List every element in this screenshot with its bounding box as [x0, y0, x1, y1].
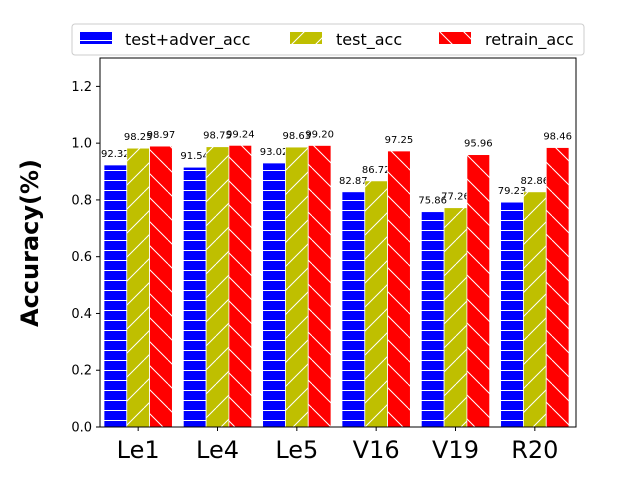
legend-swatch-hatch	[290, 32, 322, 44]
data-label-retrain-acc: 99.24	[226, 129, 255, 140]
data-label-test-adver-acc: 91.54	[180, 151, 209, 162]
bar-hatch-retrain-acc	[228, 145, 252, 427]
bar-hatch-test-acc	[285, 147, 309, 427]
plot-background	[100, 58, 576, 427]
bar-hatch-retrain-acc	[387, 150, 411, 428]
data-label-retrain-acc: 98.97	[147, 130, 176, 141]
x-tick-label: R20	[511, 436, 558, 464]
legend-label-test-adver-acc: test+adver_acc	[125, 30, 250, 50]
bar-hatch-test-acc	[444, 207, 467, 427]
legend-item-retrain-acc: retrain_acc	[439, 30, 574, 50]
bar-hatch-retrain-acc	[149, 146, 173, 428]
bar-hatch-test-adver-acc	[500, 202, 524, 427]
data-label-test-acc: 98.75	[203, 131, 232, 142]
data-label-test-adver-acc: 79.23	[498, 186, 527, 197]
data-label-test-acc: 82.86	[521, 176, 550, 187]
x-tick-label: Le1	[117, 436, 160, 464]
data-label-retrain-acc: 98.46	[543, 132, 572, 143]
bar-hatch-retrain-acc	[546, 147, 570, 427]
bar-hatch-retrain-acc	[466, 154, 490, 428]
y-tick-label: 0.6	[71, 250, 92, 265]
bar-hatch-test-adver-acc	[341, 191, 365, 427]
data-label-test-adver-acc: 75.86	[418, 196, 447, 207]
y-tick-label: 0.8	[71, 193, 92, 208]
data-label-test-acc: 77.26	[441, 192, 470, 203]
bar-hatch-test-acc	[523, 191, 547, 427]
x-tick-label: Le4	[196, 436, 239, 464]
y-tick-label: 1.0	[71, 137, 92, 152]
bar-hatch-retrain-acc	[308, 145, 332, 427]
legend: test+adver_acc test_acc retrain_acc	[71, 23, 585, 56]
legend-box	[71, 23, 585, 56]
legend-swatch-hatch	[80, 32, 112, 44]
data-label-test-acc: 98.25	[124, 132, 153, 143]
legend-label-retrain-acc: retrain_acc	[485, 30, 574, 50]
data-label-test-acc: 86.72	[362, 165, 391, 176]
legend-label-test-acc: test_acc	[336, 30, 402, 50]
y-tick-label: 0.0	[71, 421, 92, 436]
legend-swatch-hatch	[439, 32, 471, 44]
data-label-test-adver-acc: 82.87	[339, 176, 368, 187]
data-label-test-adver-acc: 92.32	[101, 149, 130, 160]
bar-hatch-test-adver-acc	[183, 167, 207, 427]
y-tick-label: 0.4	[71, 307, 92, 322]
x-tick-label: V19	[432, 436, 479, 464]
data-label-retrain-acc: 99.20	[305, 129, 334, 140]
data-label-retrain-acc: 97.25	[385, 135, 414, 146]
y-axis-label: Accuracy(%)	[16, 159, 44, 327]
data-label-retrain-acc: 95.96	[464, 139, 493, 150]
bar-hatch-test-acc	[126, 148, 150, 427]
plot-frame	[99, 57, 577, 428]
y-tick-label: 1.2	[71, 80, 92, 95]
bar-hatch-test-adver-acc	[103, 164, 127, 427]
legend-item-test-adver-acc: test+adver_acc	[80, 30, 250, 50]
data-label-test-adver-acc: 93.02	[260, 147, 289, 158]
bar-hatch-test-acc	[364, 180, 388, 427]
bar-hatch-test-adver-acc	[262, 162, 286, 427]
x-tick-label: V16	[353, 436, 400, 464]
x-tick-label: Le5	[275, 436, 318, 464]
y-tick-label: 0.2	[71, 364, 92, 379]
legend-item-test-acc: test_acc	[290, 30, 402, 50]
data-label-test-acc: 98.63	[283, 131, 312, 142]
bar-hatch-test-acc	[206, 146, 229, 428]
bar-hatch-test-adver-acc	[421, 211, 445, 427]
